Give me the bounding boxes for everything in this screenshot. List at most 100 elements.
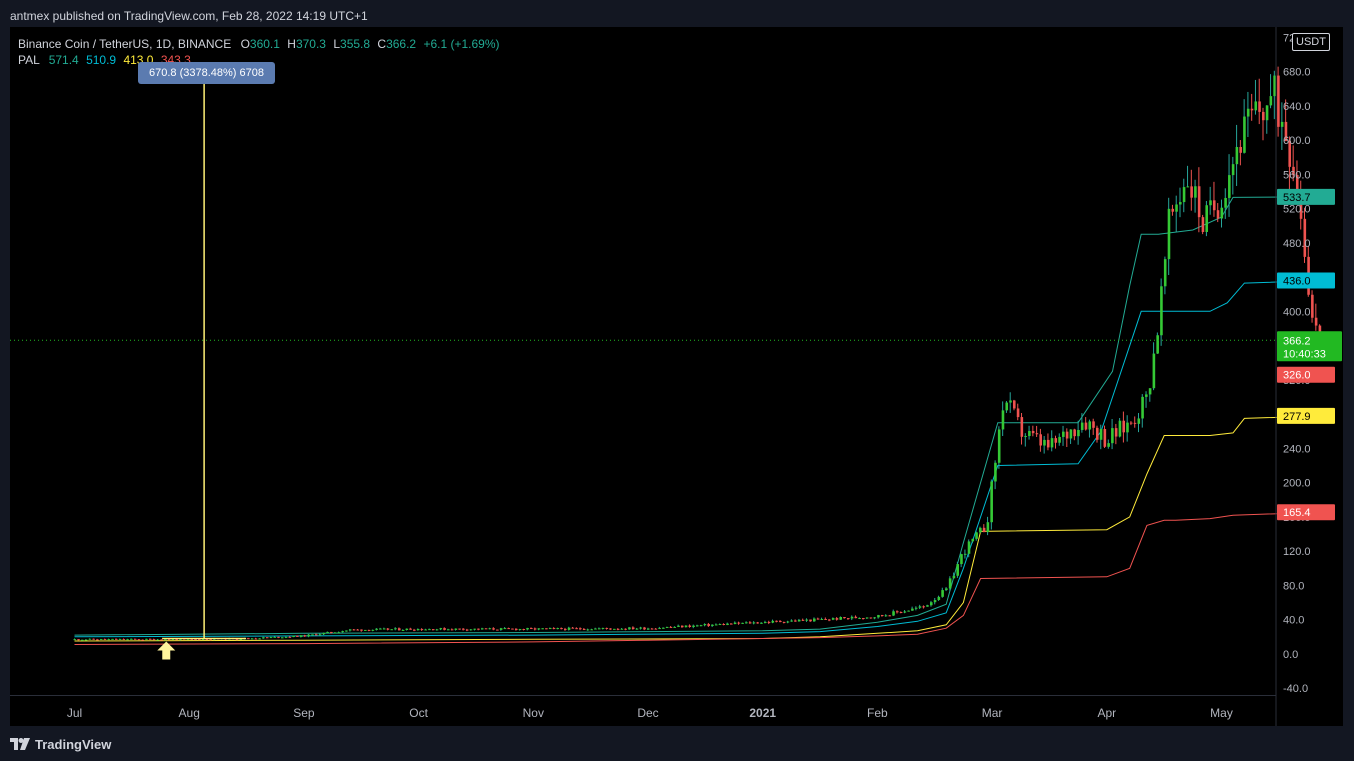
candle-body: [703, 624, 707, 626]
candle-body: [462, 628, 465, 630]
candle-body: [552, 628, 556, 630]
candle-body: [903, 611, 907, 613]
candle-body: [624, 628, 627, 630]
candle-body: [450, 629, 454, 631]
candle-body: [401, 629, 405, 631]
candle-body: [1239, 146, 1242, 153]
candle-body: [1084, 422, 1088, 430]
candle-body: [692, 625, 695, 627]
candle-body: [1122, 420, 1126, 433]
candle-body: [258, 638, 261, 640]
candle-body: [118, 638, 122, 640]
candle-body: [330, 631, 333, 633]
x-tick-label: Jul: [67, 706, 82, 720]
candle-body: [318, 634, 322, 636]
candle-body: [175, 639, 178, 641]
candle-body: [1163, 259, 1167, 287]
candle-body: [333, 632, 337, 634]
x-tick-label: May: [1210, 706, 1233, 720]
indicator-name[interactable]: PAL: [18, 53, 40, 67]
candle-body: [473, 628, 477, 630]
candle-body: [748, 622, 752, 624]
candle-body: [141, 639, 145, 641]
candle-body: [801, 619, 805, 621]
candle-body: [1194, 186, 1197, 198]
candle-body: [884, 615, 888, 617]
candle-body: [911, 608, 914, 611]
candle-body: [673, 626, 677, 628]
candle-body: [1228, 175, 1231, 198]
candle-body: [348, 629, 352, 631]
candle-body: [737, 622, 741, 624]
candle-body: [179, 638, 182, 640]
candle-body: [771, 620, 775, 623]
ohlc-high: 370.3: [295, 37, 326, 51]
candle-body: [643, 627, 646, 630]
candle-body: [662, 627, 665, 629]
candle-body: [1197, 186, 1201, 218]
candle-body: [164, 639, 167, 641]
candle-body: [699, 625, 703, 627]
candle-body: [499, 628, 503, 630]
candle-body: [484, 628, 488, 630]
y-tick-label: -40.0: [1283, 683, 1308, 695]
candle-body: [763, 621, 767, 623]
candle-body: [1012, 400, 1016, 409]
candle-body: [929, 602, 933, 606]
candle-body: [639, 627, 643, 629]
indicator-value-1: 571.4: [48, 53, 79, 67]
candle-body: [933, 600, 937, 603]
candle-body: [186, 638, 190, 640]
candle-body: [824, 618, 827, 620]
candle-body: [345, 630, 348, 632]
candle-body: [1062, 431, 1065, 437]
candle-body: [756, 622, 760, 624]
candle-body: [862, 617, 865, 619]
candle-body: [620, 628, 624, 630]
candle-body: [148, 638, 152, 640]
candle-body: [1224, 197, 1227, 208]
price-label-bg: [1277, 188, 1335, 205]
candle-body: [654, 628, 658, 630]
symbol-title[interactable]: Binance Coin / TetherUS, 1D, BINANCE: [18, 37, 232, 51]
price-label-bg: [1277, 272, 1335, 289]
price-chart[interactable]: 720.0680.0640.0600.0560.0520.0480.0440.0…: [10, 27, 1343, 726]
candle-body: [205, 639, 209, 641]
candle-body: [880, 615, 884, 617]
candle-body: [718, 624, 722, 626]
candle-body: [1118, 420, 1122, 437]
candle-body: [1167, 208, 1171, 260]
candle-body: [1039, 434, 1042, 446]
ohlc-high-label: H: [287, 37, 296, 51]
candle-body: [1145, 394, 1148, 397]
candle-body: [722, 624, 726, 626]
candle-body: [428, 629, 431, 631]
candle-body: [813, 618, 816, 622]
y-tick-label: 640.0: [1283, 101, 1311, 113]
candle-body: [658, 628, 661, 630]
candle-body: [669, 626, 673, 628]
candle-body: [714, 624, 718, 626]
candle-body: [1054, 438, 1058, 443]
candle-body: [431, 629, 435, 631]
candle-body: [914, 607, 918, 609]
candle-body: [1050, 438, 1054, 448]
current-price-label: 366.2: [1283, 335, 1311, 347]
candle-body: [1009, 400, 1012, 403]
tradingview-logo[interactable]: TradingView: [10, 735, 111, 753]
candle-body: [284, 636, 288, 638]
candle-body: [556, 628, 560, 630]
candle-body: [896, 611, 899, 613]
price-label: 165.4: [1283, 507, 1311, 519]
candle-body: [1005, 402, 1009, 411]
candle-body: [665, 626, 669, 628]
candle-body: [1303, 218, 1307, 257]
measure-label[interactable]: 670.8 (3378.48%) 6708: [138, 62, 275, 84]
currency-button[interactable]: USDT: [1292, 33, 1330, 51]
chart-frame[interactable]: 720.0680.0640.0600.0560.0520.0480.0440.0…: [10, 27, 1343, 726]
candle-body: [1250, 108, 1254, 111]
candle-body: [1243, 116, 1246, 153]
candle-body: [314, 634, 318, 636]
ohlc-low: 355.8: [340, 37, 371, 51]
candle-body: [684, 625, 688, 628]
